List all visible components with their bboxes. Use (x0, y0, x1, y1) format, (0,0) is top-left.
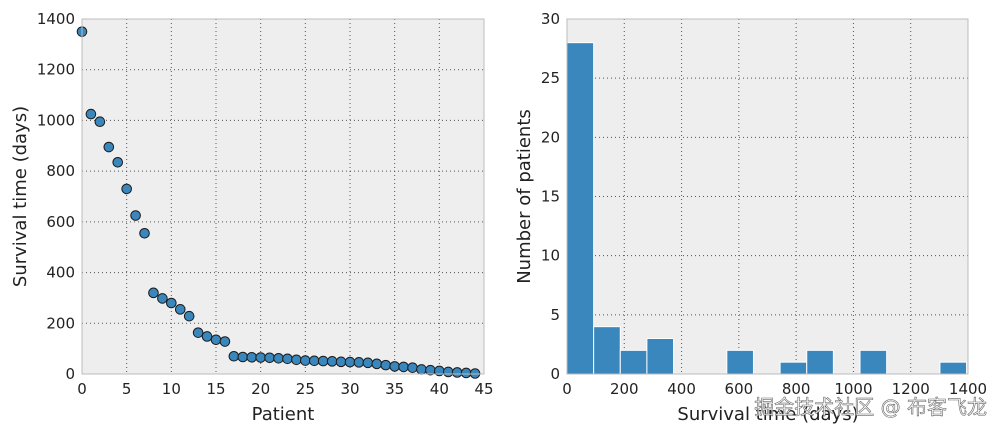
scatter-point (139, 227, 150, 239)
scatter-point (451, 367, 463, 378)
left-y-tick-label: 400 (46, 264, 75, 282)
histogram-bar (779, 361, 808, 375)
right-y-tick-label: 0 (550, 365, 560, 383)
right-y-tick-label: 10 (541, 247, 560, 265)
scatter-point (442, 366, 454, 378)
scatter-point (121, 183, 132, 195)
scatter-point (255, 352, 266, 363)
scatter-point (353, 357, 365, 368)
scatter-point (398, 361, 409, 373)
right-x-tick-label: 600 (725, 380, 754, 398)
left-y-tick-label: 800 (46, 162, 75, 180)
left-x-axis-label: Patient (252, 404, 315, 425)
scatter-point (335, 356, 347, 368)
right-y-tick-label: 30 (541, 10, 560, 28)
left-x-tick-label: 45 (474, 380, 493, 398)
scatter-point (362, 357, 374, 369)
scatter-point (130, 210, 141, 221)
scatter-point (344, 356, 356, 368)
scatter-point (157, 293, 168, 304)
left-y-tick-label: 1200 (37, 61, 75, 79)
scatter-point (246, 351, 258, 363)
left-y-tick-label: 600 (46, 213, 75, 231)
right-x-tick-label: 400 (667, 380, 696, 398)
left-x-tick-label: 5 (122, 380, 132, 398)
scatter-point (469, 368, 481, 379)
right-y-axis-label: Number of patients (514, 109, 535, 284)
scatter-point (228, 350, 240, 362)
left-y-axis-label: Survival time (days) (10, 106, 31, 287)
left-x-tick-label: 40 (430, 380, 449, 398)
scatter-point (300, 355, 311, 366)
scatter-point (94, 116, 106, 127)
right-x-tick-label: 1400 (949, 380, 987, 398)
scatter-point (460, 367, 472, 379)
scatter-point (416, 364, 427, 375)
scatter-point (389, 361, 400, 372)
right-x-axis-label: Survival time (days) (677, 404, 858, 425)
right-x-tick-label: 1200 (892, 380, 930, 398)
scatter-point (174, 304, 186, 315)
scatter-point (85, 108, 97, 120)
left-y-tick-label: 1400 (37, 10, 75, 28)
left-x-tick-label: 15 (206, 380, 225, 398)
histogram-bar (726, 349, 754, 375)
scatter-point (282, 353, 293, 365)
left-x-tick-label: 0 (77, 380, 87, 398)
scatter-point (103, 141, 115, 153)
histogram-bar (566, 42, 595, 375)
left-axes-frame (81, 18, 485, 375)
scatter-point (112, 156, 124, 168)
scatter-point (326, 356, 338, 367)
right-x-tick-label: 800 (782, 380, 811, 398)
right-axes-frame (566, 18, 969, 375)
scatter-point (291, 354, 302, 366)
scatter-point (371, 358, 383, 370)
right-y-tick-label: 25 (541, 69, 560, 87)
histogram-bar (806, 349, 834, 375)
scatter-point (380, 359, 392, 371)
scatter-point (219, 336, 231, 347)
scatter-point (192, 327, 204, 338)
left-x-tick-label: 25 (296, 380, 315, 398)
scatter-point (183, 310, 195, 322)
right-x-tick-label: 200 (610, 380, 639, 398)
right-x-tick-label: 0 (562, 380, 572, 398)
left-y-tick-label: 1000 (37, 111, 75, 129)
right-y-tick-label: 15 (541, 188, 560, 206)
left-plot-area (82, 19, 484, 374)
left-y-tick-label: 0 (65, 365, 75, 383)
left-x-tick-label: 35 (385, 380, 404, 398)
watermark: 掘金技术社区 @ 布客飞龙 (754, 395, 987, 419)
histogram-bar (859, 349, 888, 375)
left-y-tick-label: 200 (46, 314, 75, 332)
left-x-tick-label: 20 (251, 380, 270, 398)
histogram-bar (939, 361, 968, 375)
histogram-bar (619, 349, 648, 375)
left-x-tick-label: 30 (340, 380, 359, 398)
histogram-bar (593, 326, 621, 375)
scatter-point (273, 352, 284, 364)
scatter-point (237, 351, 249, 363)
scatter-point (210, 334, 222, 346)
scatter-point (148, 287, 159, 299)
left-x-tick-label: 10 (162, 380, 181, 398)
scatter-point (308, 355, 320, 367)
right-y-tick-label: 5 (550, 306, 560, 324)
histogram-bar (646, 338, 675, 375)
scatter-point (264, 352, 275, 364)
scatter-point (317, 355, 329, 367)
scatter-point (201, 331, 213, 342)
right-y-tick-label: 20 (541, 128, 560, 146)
scatter-point (166, 297, 177, 309)
scatter-point (407, 362, 418, 373)
right-x-tick-label: 1000 (834, 380, 872, 398)
